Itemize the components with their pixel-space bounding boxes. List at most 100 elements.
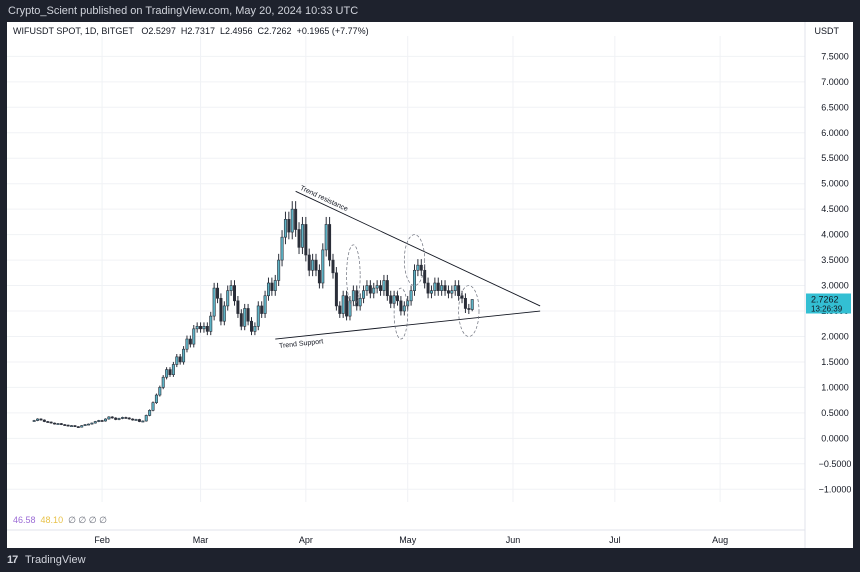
candle-body — [304, 224, 308, 256]
y-tick-label: 0.5000 — [821, 408, 849, 418]
candle-body — [100, 420, 104, 422]
chart-frame[interactable]: −1.0000 −0.5000 0.0000 0.5000 1.0000 1.5000 2.… — [7, 22, 853, 548]
trendline-label: Trend Support — [279, 338, 324, 350]
candle-body — [345, 295, 349, 317]
symbol-name: WIFUSDT SPOT, 1D, BITGET — [13, 26, 134, 36]
annotation-ellipse — [403, 234, 426, 286]
candle-body — [429, 290, 433, 294]
candle-body — [216, 287, 220, 299]
symbol-legend: WIFUSDT SPOT, 1D, BITGET O2.5297 H2.7317… — [13, 26, 369, 36]
y-tick-label: 4.0000 — [821, 230, 849, 240]
candle-body — [358, 297, 362, 307]
candle-body — [368, 285, 372, 294]
close-value: C2.7262 — [257, 26, 292, 36]
candle-body — [362, 290, 366, 299]
annotation-ellipse — [393, 287, 409, 340]
candle-body — [273, 280, 277, 291]
candle-body — [222, 305, 226, 322]
candle-body — [467, 308, 471, 310]
candle-body — [290, 208, 294, 233]
candle-body — [63, 424, 67, 426]
candle-body — [90, 422, 94, 425]
candle-body — [131, 418, 135, 421]
candle-body — [124, 417, 128, 419]
y-tick-label: 7.5000 — [821, 51, 849, 61]
oscillator-placeholders: ∅ ∅ ∅ ∅ — [68, 515, 107, 525]
candle-body — [144, 415, 148, 422]
candle-body — [375, 285, 379, 289]
candle-body — [120, 417, 124, 419]
candle-body — [236, 300, 240, 314]
candle-body — [158, 387, 162, 396]
candle-body — [212, 287, 216, 317]
y-tick-label: 5.0000 — [821, 179, 849, 189]
candle-body — [83, 424, 87, 426]
high-value: H2.7317 — [180, 26, 215, 36]
candle-body — [209, 315, 213, 332]
candle-body — [338, 305, 342, 314]
candle-body — [409, 290, 413, 302]
candle-body — [233, 285, 237, 302]
candle-body — [253, 325, 257, 332]
tradingview-logo-icon[interactable]: 17 — [7, 554, 18, 566]
open-value: O2.5297 — [141, 26, 176, 36]
candle-body — [53, 422, 57, 425]
candle-body — [36, 418, 40, 421]
last-price-label: 2.7262 — [811, 294, 839, 304]
candle-body — [168, 369, 172, 375]
candle-body — [314, 259, 318, 271]
candle-body — [76, 426, 80, 428]
x-tick-label: Aug — [712, 535, 728, 545]
candle-body — [453, 285, 457, 291]
candle-body — [277, 259, 281, 281]
low-value: L2.4956 — [219, 26, 253, 36]
annotation-ellipse — [346, 244, 361, 307]
change-value: +0.1965 (+7.77%) — [296, 26, 369, 36]
x-tick-label: May — [399, 535, 417, 545]
annotation-ellipse — [458, 285, 480, 337]
candle-body — [440, 285, 444, 291]
candle-body — [385, 280, 389, 297]
currency-label: USDT — [814, 26, 840, 36]
candle-body — [266, 282, 270, 297]
candle-body — [379, 285, 383, 291]
candle-body — [239, 313, 243, 327]
y-tick-label: 6.0000 — [821, 128, 849, 138]
candle-body — [419, 264, 423, 271]
candle-body — [355, 290, 359, 307]
candle-body — [110, 416, 114, 419]
y-tick-label: −1.0000 — [819, 484, 852, 494]
candle-body — [87, 423, 90, 426]
candle-body — [317, 269, 321, 284]
candle-body — [80, 425, 84, 428]
x-tick-label: Mar — [193, 535, 209, 545]
y-tick-label: 7.0000 — [821, 77, 849, 87]
candle-body — [243, 308, 247, 327]
last-price-badge — [806, 293, 851, 314]
candle-body — [443, 285, 447, 291]
candle-body — [103, 418, 107, 422]
candle-body — [433, 282, 437, 291]
candle-body — [205, 325, 209, 332]
candle-body — [202, 325, 206, 330]
price-chart[interactable]: −1.0000 −0.5000 0.0000 0.5000 1.0000 1.5000 2.… — [7, 22, 853, 548]
candle-body — [151, 402, 155, 411]
candle-body — [287, 219, 291, 233]
y-tick-label: 4.5000 — [821, 204, 849, 214]
candle-body — [114, 417, 118, 420]
candle-body — [107, 416, 111, 420]
candle-body — [137, 419, 141, 422]
candle-body — [300, 224, 304, 248]
candle-body — [195, 325, 199, 330]
candle-body — [331, 259, 335, 274]
candle-body — [389, 295, 393, 304]
candle-body — [334, 272, 338, 307]
candle-body — [93, 421, 97, 424]
candle-body — [56, 423, 60, 425]
candle-body — [396, 295, 399, 302]
footer-bar: 17 TradingView — [0, 548, 860, 572]
candle-body — [250, 320, 253, 332]
oscillator-legend: 46.58 48.10 ∅ ∅ ∅ ∅ — [13, 515, 107, 526]
tradingview-brand[interactable]: TradingView — [25, 554, 86, 566]
candle-body — [148, 410, 152, 416]
